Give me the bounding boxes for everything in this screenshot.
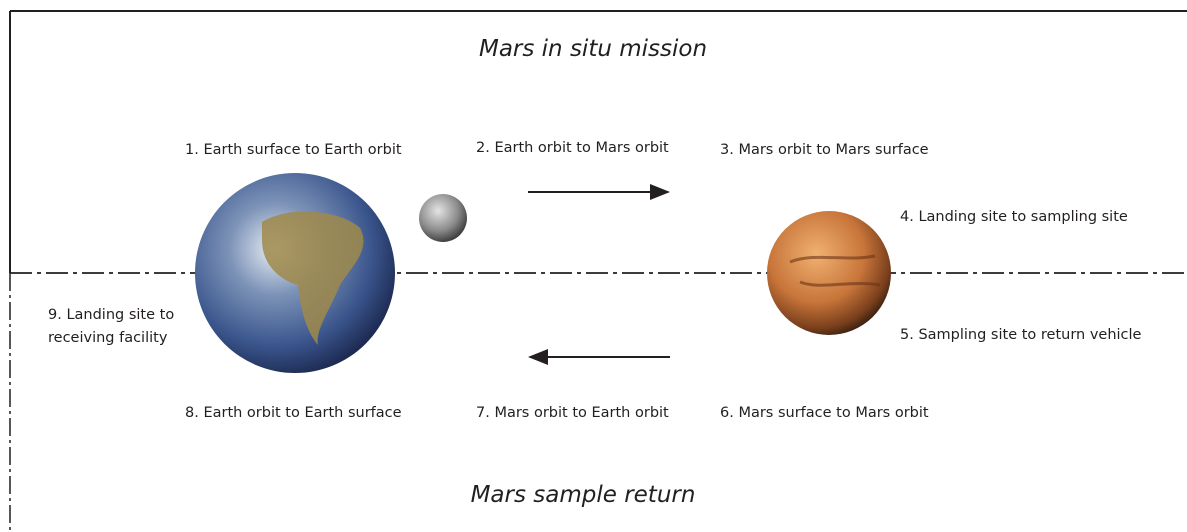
step-label: 6. Mars surface to Mars orbit xyxy=(720,401,929,425)
step-label: 2. Earth orbit to Mars orbit xyxy=(476,136,669,160)
step-label: 9. Landing site to receiving facility xyxy=(48,304,188,350)
step-label: 5. Sampling site to return vehicle xyxy=(900,323,1141,347)
title-top: Mars in situ mission xyxy=(479,36,707,62)
title-bottom: Mars sample return xyxy=(471,482,696,508)
mars xyxy=(767,211,891,335)
step-label: 4. Landing site to sampling site xyxy=(900,205,1128,229)
step-label: 3. Mars orbit to Mars surface xyxy=(720,138,929,162)
diagram xyxy=(0,0,1187,532)
page: Mars in situ mission Mars sample return … xyxy=(0,0,1187,532)
step-label: 7. Mars orbit to Earth orbit xyxy=(476,401,669,425)
moon xyxy=(419,194,467,242)
step-label: 1. Earth surface to Earth orbit xyxy=(185,138,402,162)
step-label: 8. Earth orbit to Earth surface xyxy=(185,401,402,425)
